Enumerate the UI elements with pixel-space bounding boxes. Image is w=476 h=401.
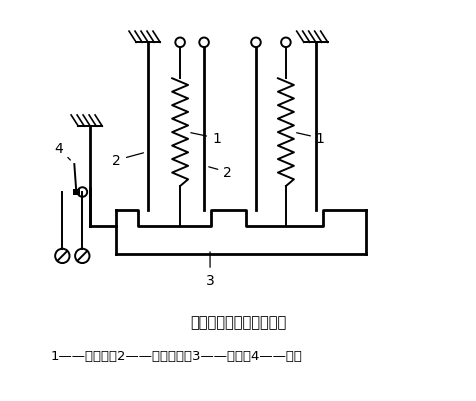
Text: 1——热元件，2——双金属片，3——导板，4——触点: 1——热元件，2——双金属片，3——导板，4——触点 (50, 349, 302, 362)
Bar (73, 189, 79, 196)
Text: 2: 2 (209, 166, 232, 180)
Text: 3: 3 (206, 252, 214, 287)
Text: 4: 4 (54, 142, 70, 161)
Text: 1: 1 (191, 132, 221, 146)
Text: 1: 1 (297, 132, 325, 146)
Text: 热继电器工作原理示意图: 热继电器工作原理示意图 (190, 314, 286, 330)
Text: 2: 2 (112, 154, 143, 168)
